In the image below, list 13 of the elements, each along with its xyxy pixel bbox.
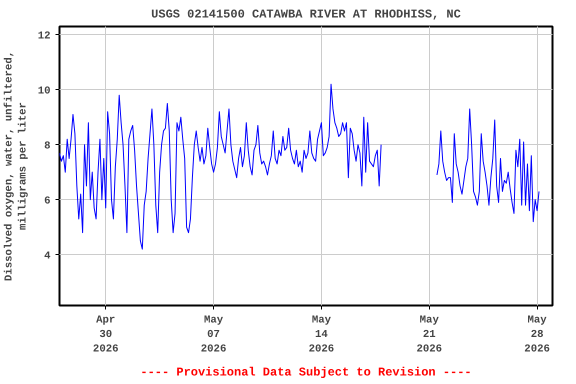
text: ---- Provisional Data Subject to Revision ---- — [140, 366, 472, 380]
y-tick-label: 10 — [38, 86, 51, 98]
y-tick-label: 6 — [44, 196, 51, 208]
x-tick-label: May 14 2026 — [308, 314, 334, 356]
y-tick-label: 8 — [44, 140, 51, 153]
chart-title: USGS 02141500 CATAWBA RIVER AT RHODHISS, NC — [151, 8, 461, 22]
y-tick-label: 4 — [44, 250, 52, 263]
y-tick-label: 12 — [38, 30, 51, 43]
y-axis-title: Dissolved oxygen, water, unfiltered, milligrams per liter — [3, 50, 30, 282]
x-tick-label: Apr 30 2026 — [92, 314, 119, 356]
x-tick-label: May 07 2026 — [200, 314, 226, 356]
x-tick-label: May 21 2026 — [416, 314, 442, 356]
x-tick-label: May 28 2026 — [524, 314, 550, 356]
